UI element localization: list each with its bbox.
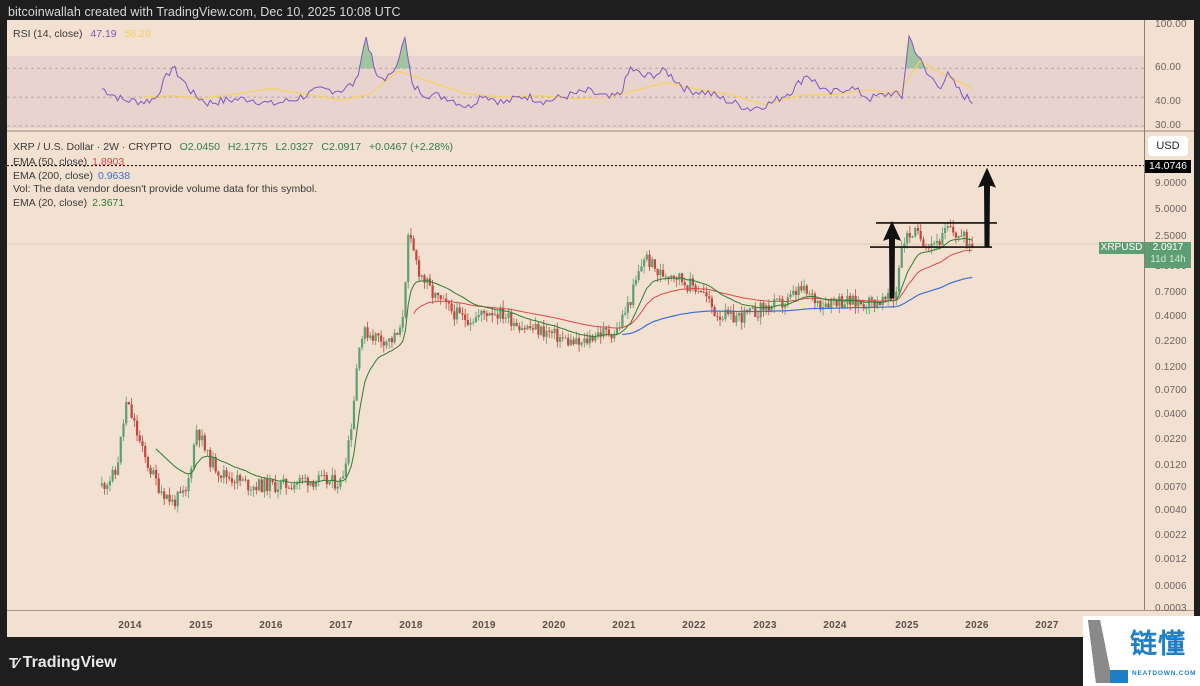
time-axis-label: 2027 — [1035, 620, 1058, 631]
chart-credit: bitcoinwallah created with TradingView.c… — [8, 5, 401, 19]
time-axis-label: 2025 — [895, 620, 918, 631]
time-axis-label: 2020 — [542, 620, 565, 631]
current-price: 2.0917 — [1145, 242, 1191, 254]
price-axis-label: 9.0000 — [1155, 178, 1187, 189]
ohlc-change: +0.0467 (+2.28%) — [369, 141, 453, 153]
symbol-tag: XRPUSD — [1099, 242, 1144, 254]
ema50-value: 1.8903 — [92, 156, 124, 168]
price-axis-label: 0.0006 — [1155, 581, 1187, 592]
price-axis-label: 0.0012 — [1155, 554, 1187, 565]
price-axis-label: 0.0040 — [1155, 505, 1187, 516]
rsi-axis-label: 40.00 — [1155, 96, 1181, 107]
price-axis-label: 0.4000 — [1155, 311, 1187, 322]
price-axis-label: 0.0220 — [1155, 434, 1187, 445]
ema20-value: 2.3671 — [92, 197, 124, 209]
time-axis-label: 2023 — [753, 620, 776, 631]
watermark: 链懂 NEATDOWN.COM — [1083, 616, 1200, 686]
ema20-legend[interactable]: EMA (20, close) 2.3671 — [13, 197, 124, 209]
time-axis-label: 2017 — [329, 620, 352, 631]
price-axis-border — [1144, 20, 1145, 610]
time-axis-label: 2014 — [118, 620, 141, 631]
ema200-label: EMA (200, close) — [13, 170, 93, 182]
rsi-axis-label: 60.00 — [1155, 62, 1181, 73]
time-axis-label: 2015 — [189, 620, 212, 631]
watermark-cn: 链懂 — [1130, 622, 1186, 661]
price-axis-label: 5.0000 — [1155, 204, 1187, 215]
ema20-label: EMA (20, close) — [13, 197, 87, 209]
ohlc-close: C2.0917 — [321, 141, 361, 153]
price-axis-label: 0.0070 — [1155, 482, 1187, 493]
time-axis-label: 2021 — [612, 620, 635, 631]
time-axis-border — [7, 610, 1194, 611]
tradingview-mark-icon: T⁄ — [9, 655, 17, 672]
ema50-legend[interactable]: EMA (50, close) 1.8903 — [13, 156, 124, 168]
ema200-legend[interactable]: EMA (200, close) 0.9638 — [13, 170, 130, 182]
bar-countdown: 11d 14h — [1145, 254, 1191, 266]
symbol-legend[interactable]: XRP / U.S. Dollar · 2W · CRYPTO O2.0450 … — [13, 141, 453, 153]
ohlc-open: O2.0450 — [180, 141, 220, 153]
ohlc-high: H2.1775 — [228, 141, 268, 153]
price-axis-label: 0.0400 — [1155, 409, 1187, 420]
price-axis-label: 2.5000 — [1155, 231, 1187, 242]
time-axis-label: 2024 — [823, 620, 846, 631]
chart-panel[interactable]: RSI (14, close) 47.19 56.29 XRP / U.S. D… — [7, 20, 1194, 637]
watermark-logo-icon — [1088, 620, 1128, 683]
price-axis-label: 0.0022 — [1155, 530, 1187, 541]
price-plot[interactable] — [7, 20, 1144, 610]
target-price-label: 14.0746 — [1145, 160, 1191, 173]
ohlc-low: L2.0327 — [275, 141, 313, 153]
time-axis-label: 2016 — [259, 620, 282, 631]
rsi-axis-label: 30.00 — [1155, 120, 1181, 131]
price-axis-label: 0.0700 — [1155, 385, 1187, 396]
price-axis-label: 0.0120 — [1155, 460, 1187, 471]
ema200-value: 0.9638 — [98, 170, 130, 182]
watermark-en: NEATDOWN.COM — [1132, 670, 1196, 677]
tradingview-brand: TradingView — [23, 654, 117, 672]
price-axis-label: 0.0003 — [1155, 603, 1187, 614]
ema50-label: EMA (50, close) — [13, 156, 87, 168]
symbol-title: XRP / U.S. Dollar · 2W · CRYPTO — [13, 141, 172, 153]
time-axis-label: 2022 — [682, 620, 705, 631]
price-axis-label: 0.7000 — [1155, 287, 1187, 298]
time-axis-label: 2018 — [399, 620, 422, 631]
time-axis-label: 2019 — [472, 620, 495, 631]
price-value-tag: 2.0917 11d 14h — [1145, 242, 1191, 268]
time-axis-label: 2026 — [965, 620, 988, 631]
rsi-axis-label: 100.00 — [1155, 19, 1187, 30]
volume-legend[interactable]: Vol: The data vendor doesn't provide vol… — [13, 183, 317, 195]
volume-note: Vol: The data vendor doesn't provide vol… — [13, 183, 317, 195]
price-axis-label: 0.1200 — [1155, 362, 1187, 373]
tradingview-logo[interactable]: T⁄ TradingView — [9, 654, 117, 672]
currency-button[interactable]: USD — [1148, 136, 1188, 156]
price-axis-label: 0.2200 — [1155, 336, 1187, 347]
